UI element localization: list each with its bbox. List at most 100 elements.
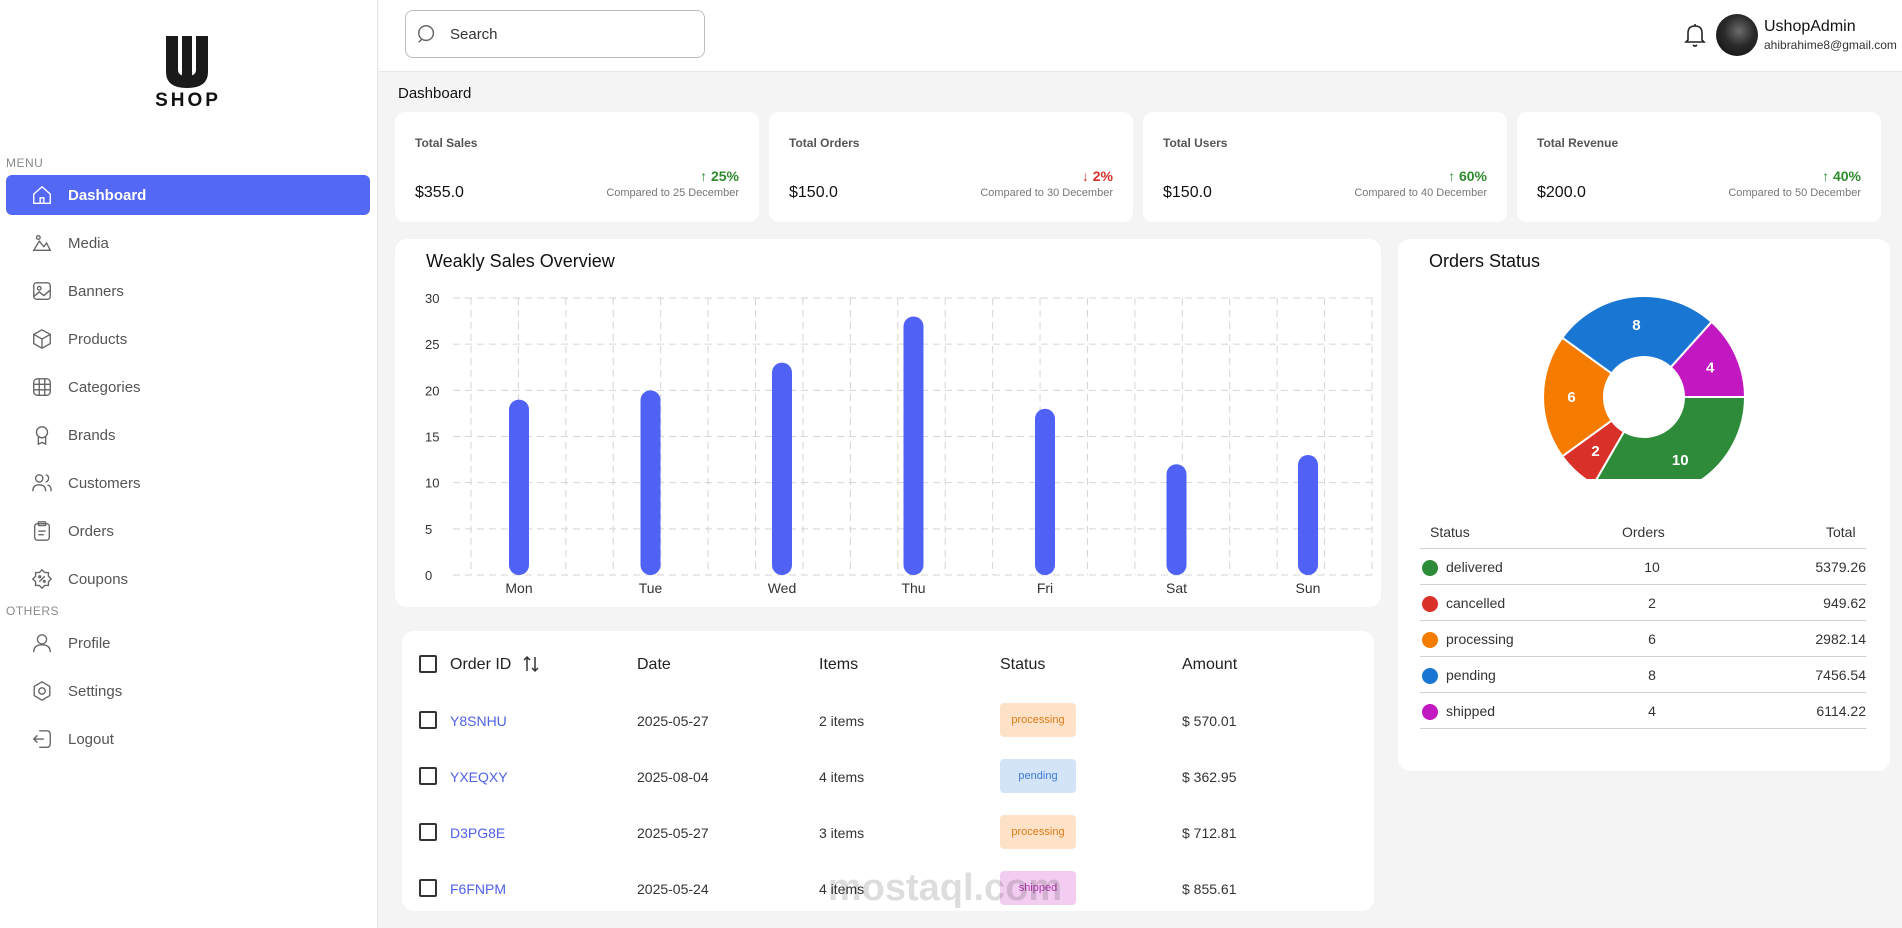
x-tick-label: Sun — [1296, 580, 1321, 596]
status-dot — [1422, 596, 1438, 612]
status-badge: shipped — [1000, 871, 1076, 905]
pie-slice-label: 6 — [1567, 389, 1575, 406]
stat-compare: Compared to 50 December — [1728, 187, 1861, 199]
order-amount: $ 855.61 — [1182, 881, 1237, 897]
sidebar-item-media[interactable]: Media — [6, 223, 370, 263]
select-all-checkbox[interactable] — [419, 655, 437, 673]
sidebar-item-customers[interactable]: Customers — [6, 463, 370, 503]
stat-change: ↑ 40% — [1822, 168, 1861, 184]
y-tick-label: 25 — [425, 337, 439, 352]
orders-status-row: pending 8 7456.54 — [1420, 657, 1866, 693]
os-orders: 4 — [1648, 703, 1656, 719]
award-icon — [30, 423, 54, 447]
row-checkbox[interactable] — [419, 711, 437, 729]
y-tick-label: 15 — [425, 430, 439, 445]
stat-card-total-sales: Total Sales $355.0 ↑ 25% Compared to 25 … — [395, 112, 759, 222]
row-checkbox[interactable] — [419, 823, 437, 841]
image-icon — [30, 279, 54, 303]
menu-section-label: MENU — [6, 156, 44, 170]
pie-slice — [1595, 396, 1747, 479]
os-orders: 6 — [1648, 631, 1656, 647]
os-header-status: Status — [1430, 524, 1470, 540]
user-icon — [30, 631, 54, 655]
order-id-link[interactable]: F6FNPM — [450, 881, 506, 897]
sidebar-item-label: Coupons — [68, 570, 129, 588]
sidebar-item-orders[interactable]: Orders — [6, 511, 370, 551]
watermark: mostaql.com — [830, 867, 1060, 909]
col-header-amount: Amount — [1182, 656, 1238, 673]
sidebar-item-label: Banners — [68, 282, 124, 300]
bar — [903, 316, 924, 575]
sort-icon[interactable] — [522, 655, 540, 673]
order-date: 2025-05-27 — [637, 713, 709, 729]
gear-icon — [30, 679, 54, 703]
col-header-date: Date — [637, 656, 671, 673]
sidebar-item-label: Orders — [68, 522, 114, 540]
stat-value: $355.0 — [415, 184, 464, 201]
x-tick-label: Thu — [901, 580, 925, 596]
order-date: 2025-05-27 — [637, 825, 709, 841]
stat-label: Total Orders — [789, 136, 860, 150]
search-box[interactable] — [405, 10, 705, 58]
pie-slice — [1542, 336, 1614, 458]
stat-change-value: 2% — [1092, 168, 1113, 184]
os-status: cancelled — [1446, 595, 1506, 611]
search-input[interactable] — [450, 25, 670, 43]
bar — [509, 399, 529, 575]
pie-slice — [1669, 320, 1747, 398]
order-items: 3 items — [819, 825, 865, 841]
os-orders: 8 — [1648, 667, 1656, 683]
order-id-link[interactable]: YXEQXY — [450, 769, 508, 785]
sidebar-item-categories[interactable]: Categories — [6, 367, 370, 407]
sidebar-item-dashboard[interactable]: Dashboard — [6, 175, 370, 215]
weekly-sales-title: Weakly Sales Overview — [426, 251, 615, 271]
col-header-order-id[interactable]: Order ID — [450, 656, 512, 673]
top-bar: UshopAdmin ahibrahime8@gmail.com — [379, 0, 1902, 72]
users-icon — [30, 471, 54, 495]
os-orders: 10 — [1644, 559, 1660, 575]
stat-label: Total Users — [1163, 136, 1228, 150]
row-checkbox[interactable] — [419, 767, 437, 785]
sidebar-item-brands[interactable]: Brands — [6, 415, 370, 455]
bar — [1166, 464, 1187, 575]
pie-slice-label: 8 — [1632, 317, 1640, 334]
sidebar-item-profile[interactable]: Profile — [6, 623, 370, 663]
row-checkbox[interactable] — [419, 879, 437, 897]
search-icon — [418, 25, 435, 43]
y-tick-label: 20 — [425, 383, 439, 398]
order-id-link[interactable]: D3PG8E — [450, 825, 506, 841]
logo-u-mark — [166, 36, 208, 88]
col-header-status: Status — [1000, 656, 1046, 673]
sidebar-item-banners[interactable]: Banners — [6, 271, 370, 311]
orders-status-panel: Orders Status 10 2 6 8 4 — [1398, 239, 1890, 771]
stat-card-total-revenue: Total Revenue $200.0 ↑ 40% Compared to 5… — [1517, 112, 1881, 222]
sidebar-item-settings[interactable]: Settings — [6, 671, 370, 711]
status-dot — [1422, 632, 1438, 648]
os-total: 5379.26 — [1815, 559, 1866, 575]
sidebar-item-label: Products — [68, 330, 128, 348]
sidebar-item-coupons[interactable]: Coupons — [6, 559, 370, 599]
orders-status-row: delivered 10 5379.26 — [1420, 549, 1866, 585]
status-badge: processing — [1000, 815, 1076, 849]
sidebar-item-products[interactable]: Products — [6, 319, 370, 359]
logo[interactable]: SHOP — [150, 32, 226, 116]
sidebar-item-logout[interactable]: Logout — [6, 719, 370, 759]
stat-label: Total Revenue — [1537, 136, 1619, 150]
grid-icon — [30, 375, 54, 399]
bell-icon[interactable] — [1683, 22, 1707, 48]
order-amount: $ 712.81 — [1182, 825, 1237, 841]
orders-table-panel — [402, 631, 1374, 911]
arrow-up-icon: ↑ — [1448, 168, 1459, 184]
user-name: UshopAdmin — [1764, 18, 1856, 35]
clipboard-icon — [30, 519, 54, 543]
avatar[interactable] — [1716, 14, 1758, 56]
col-header-items: Items — [819, 656, 859, 673]
stat-change: ↑ 60% — [1448, 168, 1487, 184]
stat-change: ↓ 2% — [1082, 168, 1113, 184]
weekly-sales-panel: Weakly Sales Overview 0 5 10 15 20 25 30 Mon Tue… — [395, 239, 1381, 607]
os-total: 6114.22 — [1816, 703, 1866, 719]
watermark-text: mostaql.com — [830, 867, 1060, 909]
order-id-link[interactable]: Y8SNHU — [450, 713, 507, 729]
stat-value: $200.0 — [1537, 184, 1586, 201]
stat-label: Total Sales — [415, 136, 478, 150]
